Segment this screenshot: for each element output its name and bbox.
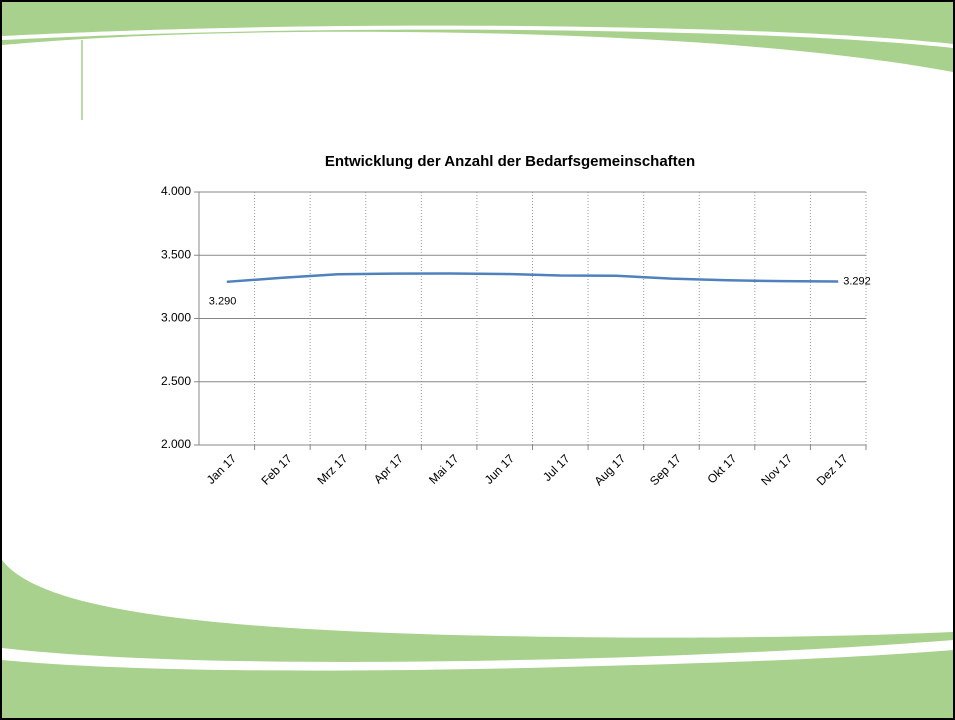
- top-stripe: [2, 25, 953, 48]
- top-band: [2, 2, 953, 72]
- y-tick-label: 3.500: [161, 247, 191, 261]
- chart-title: Entwicklung der Anzahl der Bedarfsgemein…: [325, 153, 695, 170]
- bottom-band: [2, 560, 953, 718]
- bottom-stripe: [2, 640, 953, 671]
- data-label: 3.292: [843, 275, 871, 287]
- y-tick-label: 2.500: [161, 374, 191, 388]
- y-tick-label: 4.000: [161, 184, 191, 198]
- y-tick-label: 3.000: [161, 311, 191, 325]
- line-series: [226, 272, 839, 284]
- data-label: 3.290: [209, 296, 237, 308]
- y-tick-label: 2.000: [161, 437, 191, 451]
